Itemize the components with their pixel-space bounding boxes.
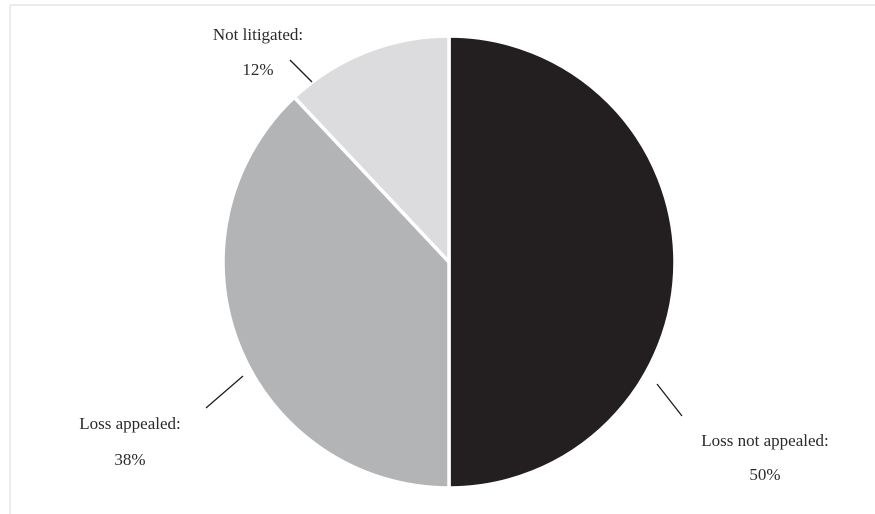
slice-value-label-loss-appealed: 38% — [114, 450, 145, 469]
leader-line-not-litigated — [289, 59, 313, 83]
slice-label-loss-not-appealed: Loss not appealed: — [701, 431, 828, 450]
pie-slices — [221, 34, 677, 490]
pie-slice-loss-appealed — [221, 95, 451, 490]
leader-line-loss-appealed — [205, 375, 244, 409]
slice-label-not-litigated: Not litigated: — [213, 25, 303, 44]
leader-line-loss-not-appealed — [656, 383, 683, 417]
slice-value-label-loss-not-appealed: 50% — [749, 465, 780, 484]
pie-slice-loss-not-appealed — [447, 34, 677, 490]
slice-label-loss-appealed: Loss appealed: — [79, 414, 181, 433]
pie-slice-not-litigated — [292, 34, 451, 264]
slice-value-label-not-litigated: 12% — [242, 60, 273, 79]
pie-labels: Not litigated: 12% Loss appealed: 38% Lo… — [79, 25, 828, 484]
